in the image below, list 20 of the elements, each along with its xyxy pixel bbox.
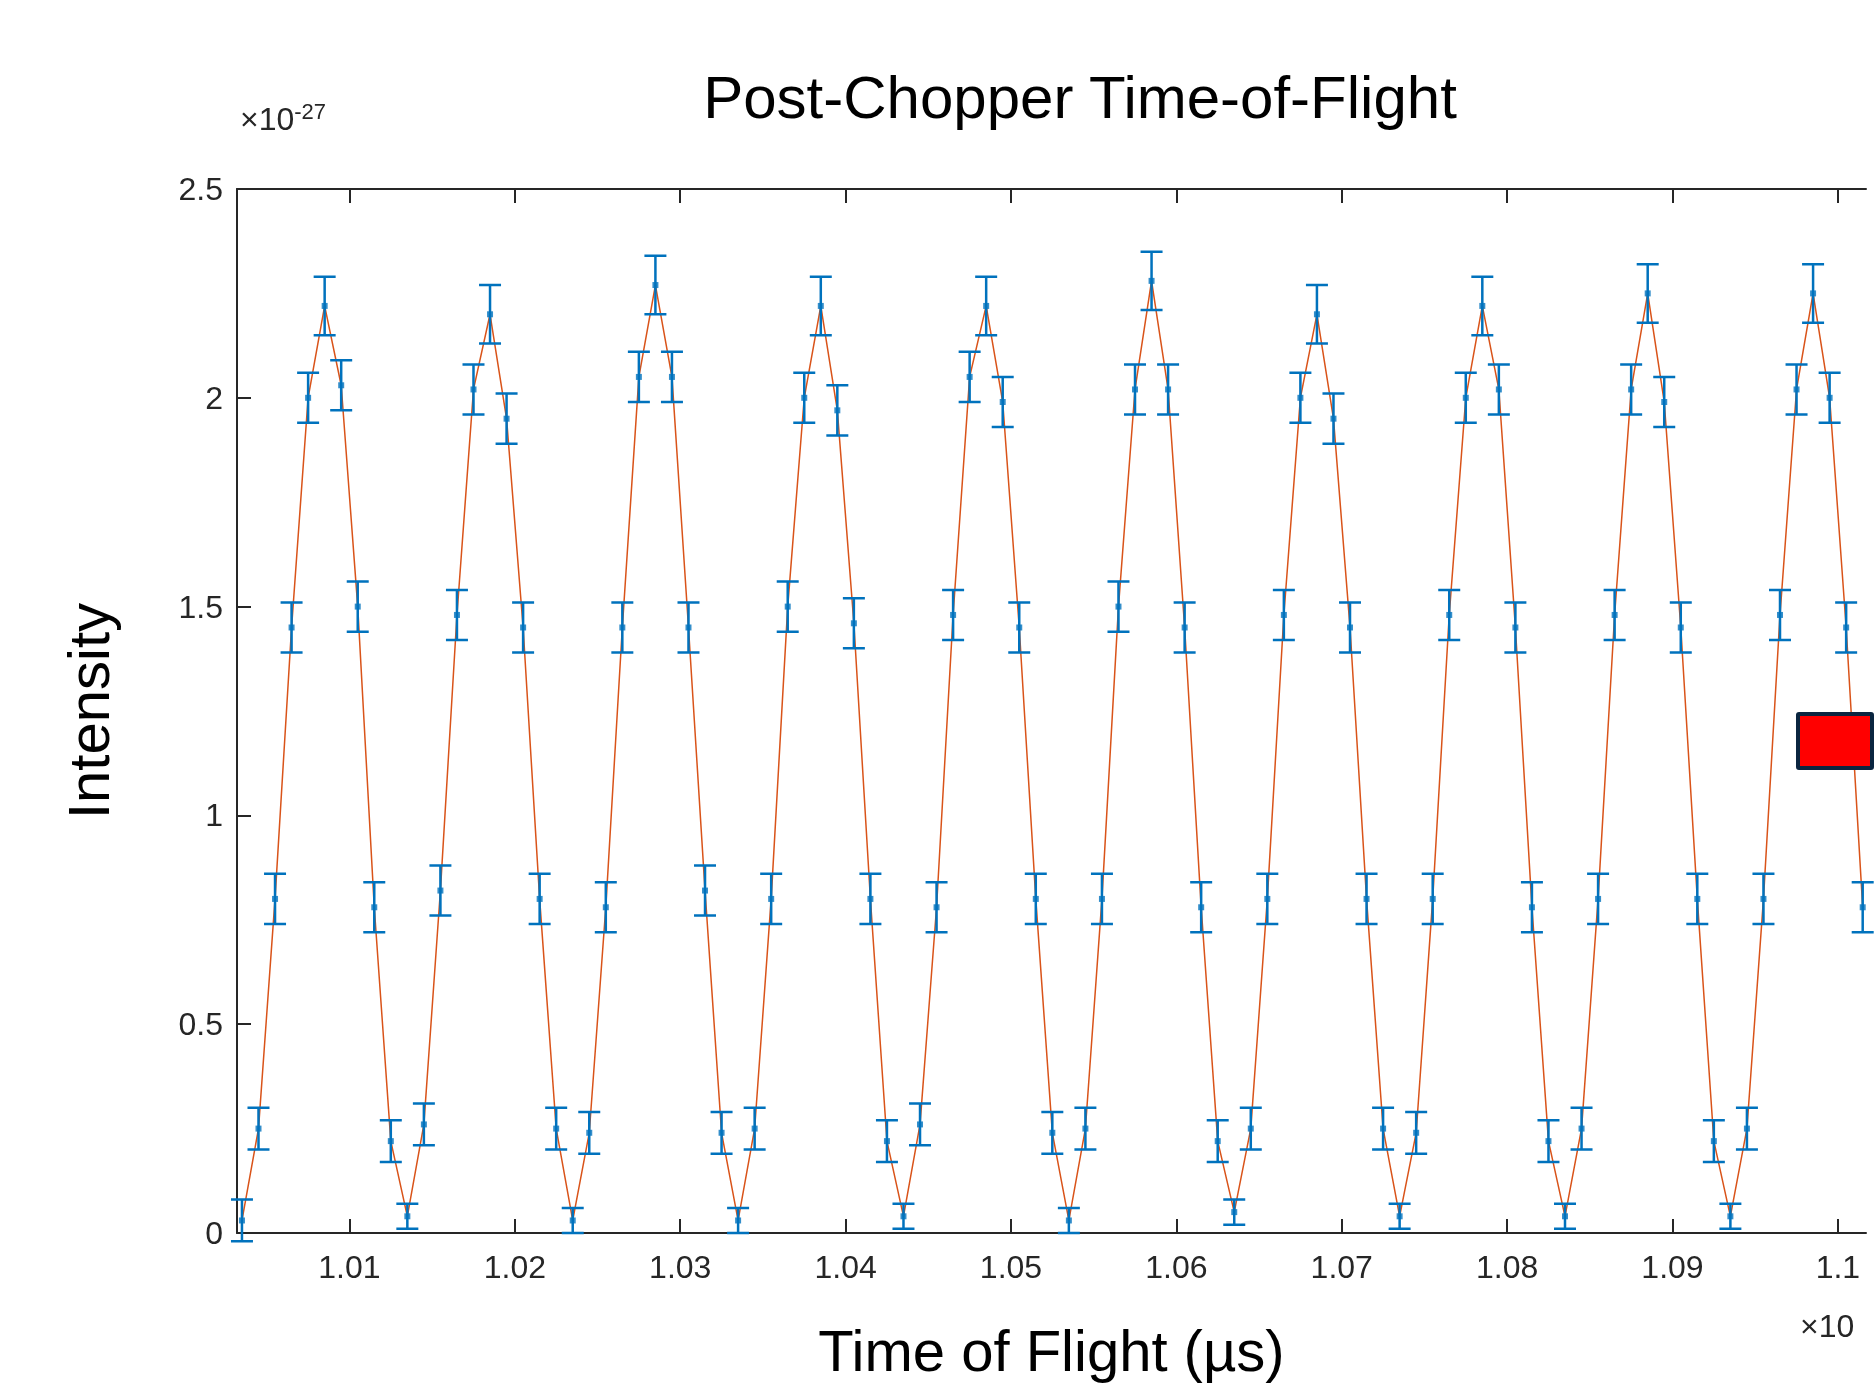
- x-tick-label: 1.09: [1641, 1249, 1704, 1285]
- y-tick-label: 2.5: [178, 171, 223, 207]
- y-tick-label: 1.5: [178, 588, 223, 625]
- y-axis-title: Intensity: [55, 603, 121, 819]
- x-tick-label: 1.08: [1475, 1249, 1539, 1285]
- x-tick-label: 1.04: [814, 1249, 877, 1285]
- y-tick-label: 0: [205, 1215, 223, 1251]
- chart-title: Post-Chopper Time-of-Flight: [703, 63, 1458, 131]
- x-tick-label: 1.07: [1310, 1249, 1373, 1285]
- y-tick-label: 2: [205, 379, 223, 416]
- y-tick-label: 0.5: [178, 1006, 223, 1043]
- x-axis-title: Time of Flight (µs): [818, 1317, 1285, 1383]
- x-tick-label: 1.01: [318, 1249, 381, 1285]
- text: ×10: [1800, 1308, 1855, 1344]
- x-tick-label: 1.02: [483, 1249, 546, 1285]
- x-tick-label: 1.03: [649, 1249, 712, 1285]
- y-tick-label: 1: [205, 797, 223, 834]
- x-tick-label: 1.05: [979, 1249, 1043, 1285]
- x-tick-label: 1.06: [1145, 1249, 1208, 1285]
- x-tick-label: 1.1: [1815, 1249, 1861, 1285]
